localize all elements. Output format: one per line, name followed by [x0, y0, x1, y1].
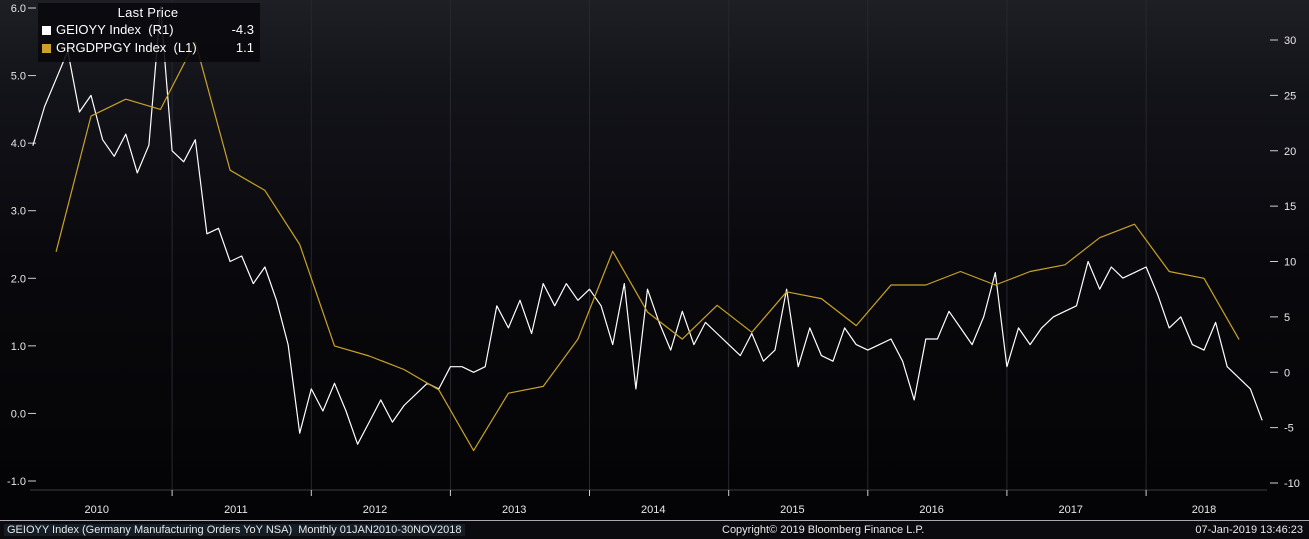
x-axis-label-2018: 2018 [1192, 504, 1216, 516]
geioyy-swatch-icon [42, 25, 51, 35]
x-axis-label-2012: 2012 [363, 504, 387, 516]
x-axis-label-2014: 2014 [641, 504, 665, 516]
x-axis-label-2013: 2013 [502, 504, 526, 516]
left-axis-label: 5.0 [11, 71, 26, 83]
chart-legend: Last Price GEIOYY Index (R1) -4.3 GRGDPP… [38, 3, 260, 62]
right-axis-label: 30 [1284, 35, 1296, 47]
grgdppgy-swatch-icon [42, 43, 51, 53]
x-axis-label-2011: 2011 [224, 504, 248, 516]
right-axis-label: 25 [1284, 90, 1296, 102]
left-axis-label: 1.0 [11, 341, 26, 353]
left-axis-label: 0.0 [11, 408, 26, 420]
copyright-notice: Copyright© 2019 Bloomberg Finance L.P. [722, 524, 925, 536]
x-axis-label-2017: 2017 [1058, 504, 1082, 516]
geioyy-legend-label: GEIOYY Index (R1) [56, 22, 174, 37]
geioyy-last-price: -4.3 [231, 22, 254, 37]
grgdppgy-legend-label: GRGDPPGY Index (L1) [56, 40, 197, 55]
right-axis-label: 0 [1284, 367, 1290, 379]
grgdppgy-last-price: 1.1 [235, 40, 254, 55]
right-axis-label: 5 [1284, 312, 1290, 324]
x-axis-label-2015: 2015 [780, 504, 804, 516]
right-axis-label: -5 [1284, 423, 1294, 435]
right-axis-label: 20 [1284, 146, 1296, 158]
security-description: GEIOYY Index (Germany Manufacturing Orde… [4, 524, 465, 536]
x-axis-label-2010: 2010 [85, 504, 109, 516]
right-axis-label: -10 [1284, 478, 1300, 490]
timestamp: 07-Jan-2019 13:46:23 [1195, 524, 1303, 536]
left-axis-label: 4.0 [11, 138, 26, 150]
legend-title: Last Price [117, 5, 179, 20]
status-bar: GEIOYY Index (Germany Manufacturing Orde… [0, 520, 1309, 539]
left-axis-label: 2.0 [11, 273, 26, 285]
right-axis-label: 10 [1284, 257, 1296, 269]
right-axis-label: 15 [1284, 201, 1296, 213]
left-axis-label: 3.0 [11, 206, 26, 218]
left-axis-label: 6.0 [11, 3, 26, 15]
legend-row-grgdppgy[interactable]: GRGDPPGY Index (L1) 1.1 [42, 39, 254, 57]
series-line-geioyy [32, 6, 1263, 445]
legend-row-geioyy[interactable]: GEIOYY Index (R1) -4.3 [42, 21, 254, 39]
series-line-grgdppgy [55, 41, 1240, 452]
x-axis-label-2016: 2016 [919, 504, 943, 516]
left-axis-label: -1.0 [7, 476, 26, 488]
